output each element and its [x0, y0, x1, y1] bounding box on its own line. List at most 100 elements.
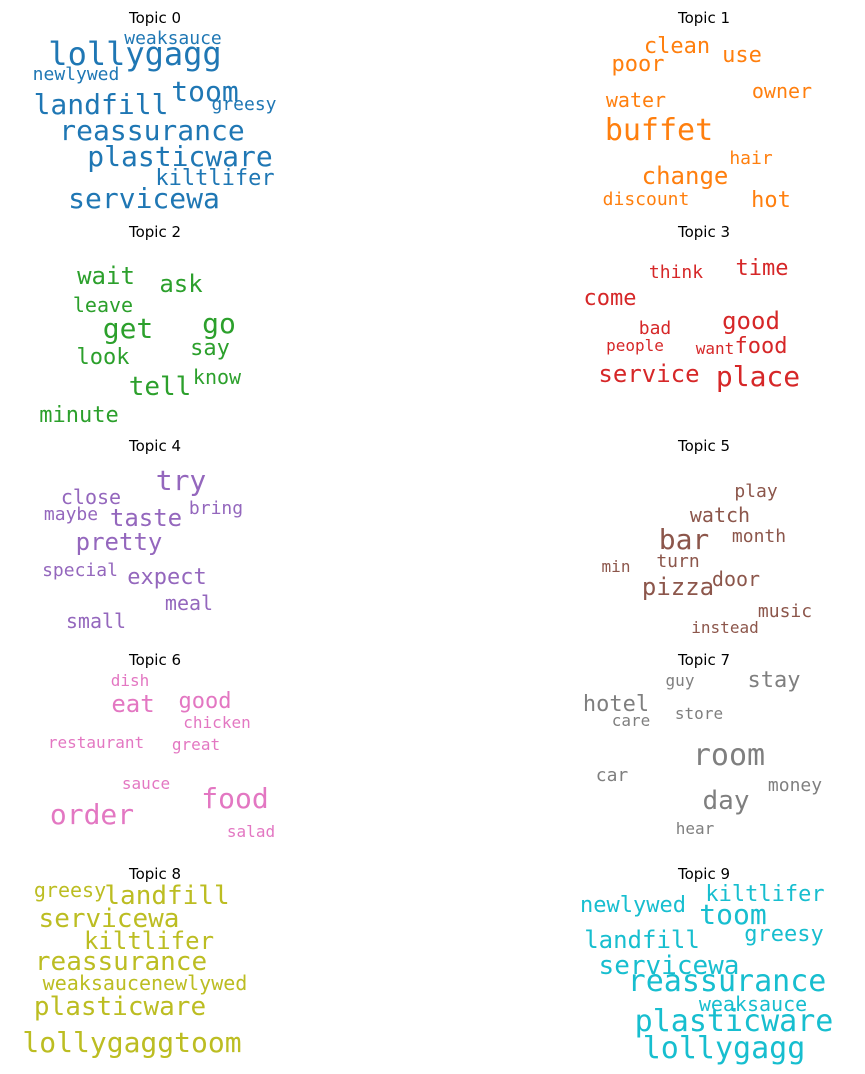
- cloud-word: water: [605, 88, 667, 112]
- cloud-word: landfill: [104, 881, 230, 911]
- cloud-word: lollygagg: [642, 1031, 806, 1066]
- cloud-word: discount: [602, 189, 690, 210]
- cloud-word: ask: [159, 270, 203, 298]
- cloud-word: buffet: [604, 113, 714, 148]
- cloud-word: toom: [699, 898, 767, 931]
- cloud-word: go: [202, 307, 236, 340]
- cloud-word: room: [692, 738, 766, 773]
- cloud-word: money: [767, 775, 823, 796]
- cloud-word: bring: [188, 498, 244, 519]
- topic-title: Topic 9: [677, 865, 731, 883]
- cloud-word: know: [192, 365, 242, 389]
- cloud-word: pretty: [75, 528, 163, 556]
- cloud-word: sauce: [121, 774, 171, 793]
- cloud-word: change: [641, 162, 729, 190]
- cloud-word: get: [102, 312, 154, 345]
- cloud-word: lollygaggtoom: [22, 1026, 242, 1059]
- topic-title: Topic 5: [677, 437, 731, 455]
- cloud-word: special: [42, 560, 118, 581]
- topic-title: Topic 2: [128, 223, 182, 241]
- cloud-word: clean: [643, 34, 711, 59]
- cloud-word: play: [734, 481, 778, 502]
- topic-title: Topic 8: [128, 865, 182, 883]
- cloud-word: weaksauce: [124, 28, 222, 49]
- cloud-word: servicewa: [38, 904, 180, 934]
- cloud-word: restaurant: [47, 733, 145, 752]
- cloud-word: toom: [171, 75, 239, 108]
- topic-panel: Topic 7 guy stay hotel store care room car money…: [554, 649, 854, 863]
- topic-title: Topic 0: [128, 9, 182, 27]
- cloud-word: owner: [751, 79, 813, 103]
- cloud-word: landfill: [33, 88, 169, 121]
- topic-panel: Topic 0 weaksauce lollygagg newlywed toom lan…: [5, 7, 305, 221]
- cloud-word: food: [201, 782, 269, 815]
- cloud-word: people: [606, 336, 664, 355]
- topic-panel: Topic 9 kiltlifer newlywed toom landfill gree…: [554, 863, 854, 1074]
- topic-title: Topic 7: [677, 651, 731, 669]
- cloud-word: maybe: [43, 504, 99, 525]
- cloud-word: order: [49, 798, 135, 831]
- cloud-word: kiltlifer: [155, 166, 275, 191]
- cloud-word: hear: [675, 819, 715, 838]
- cloud-word: close: [60, 485, 122, 509]
- cloud-word: salad: [226, 822, 276, 841]
- cloud-word: food: [734, 334, 788, 359]
- topic-title: Topic 1: [677, 9, 731, 27]
- cloud-word: servicewa: [598, 951, 740, 981]
- cloud-word: expect: [127, 565, 207, 590]
- topic-panel: Topic 4 try close bring maybe taste pretty spec…: [5, 435, 305, 649]
- cloud-word: eat: [111, 690, 155, 718]
- cloud-word: meal: [164, 591, 214, 615]
- cloud-word: store: [674, 704, 724, 723]
- topic-title: Topic 3: [677, 223, 731, 241]
- cloud-word: greesy: [33, 878, 107, 902]
- topic-panel: Topic 8 greesy landfill servicewa kiltlifer r…: [5, 863, 305, 1074]
- cloud-word: reassurance: [34, 947, 208, 977]
- cloud-word: tell: [128, 372, 192, 402]
- topic-panel: Topic 3 think time come good bad people want foo…: [554, 221, 854, 435]
- cloud-word: watch: [689, 503, 751, 527]
- cloud-word: hot: [751, 188, 791, 213]
- cloud-word: wait: [77, 262, 135, 290]
- cloud-word: month: [731, 526, 787, 547]
- cloud-word: greesy: [744, 922, 824, 947]
- cloud-word: want: [695, 339, 735, 358]
- cloud-word: stay: [747, 668, 801, 693]
- cloud-word: day: [702, 786, 750, 816]
- cloud-word: plasticware: [87, 140, 273, 173]
- cloud-word: bar: [658, 523, 710, 556]
- cloud-word: dish: [110, 671, 150, 690]
- topic-title: Topic 6: [128, 651, 182, 669]
- cloud-word: small: [65, 609, 127, 633]
- cloud-word: greesy: [211, 94, 277, 115]
- cloud-word: servicewa: [68, 182, 220, 215]
- topic-panel: Topic 5 play watch bar month turn min door pizza…: [554, 435, 854, 649]
- topic-panel: Topic 1 clean use poor owner water buffet hair c…: [554, 7, 854, 221]
- cloud-word: reassurance: [627, 964, 827, 999]
- cloud-word: guy: [665, 671, 695, 690]
- cloud-word: kiltlifer: [83, 927, 215, 955]
- cloud-word: taste: [109, 504, 183, 532]
- cloud-word: plasticware: [634, 1004, 834, 1039]
- cloud-word: weaksauce: [698, 992, 808, 1016]
- cloud-word: instead: [691, 618, 759, 637]
- cloud-word: care: [611, 711, 651, 730]
- cloud-word: pizza: [641, 573, 715, 601]
- cloud-word: come: [583, 286, 637, 311]
- cloud-word: say: [190, 336, 230, 361]
- cloud-word: hair: [729, 148, 773, 169]
- cloud-word: door: [711, 567, 761, 591]
- cloud-word: bad: [638, 318, 672, 339]
- cloud-word: kiltlifer: [705, 882, 825, 907]
- cloud-word: min: [601, 557, 631, 576]
- cloud-word: poor: [611, 52, 665, 77]
- cloud-word: reassurance: [59, 114, 245, 147]
- cloud-word: time: [735, 256, 789, 281]
- topic-panel: Topic 2 wait ask leave get go say look know tell m…: [5, 221, 305, 435]
- cloud-word: service: [598, 360, 700, 388]
- cloud-word: look: [76, 345, 130, 370]
- cloud-word: chicken: [183, 713, 251, 732]
- cloud-word: leave: [72, 293, 134, 317]
- topic-panel: Topic 6 dish eat good chicken restaurant great…: [5, 649, 305, 863]
- cloud-word: try: [155, 464, 207, 497]
